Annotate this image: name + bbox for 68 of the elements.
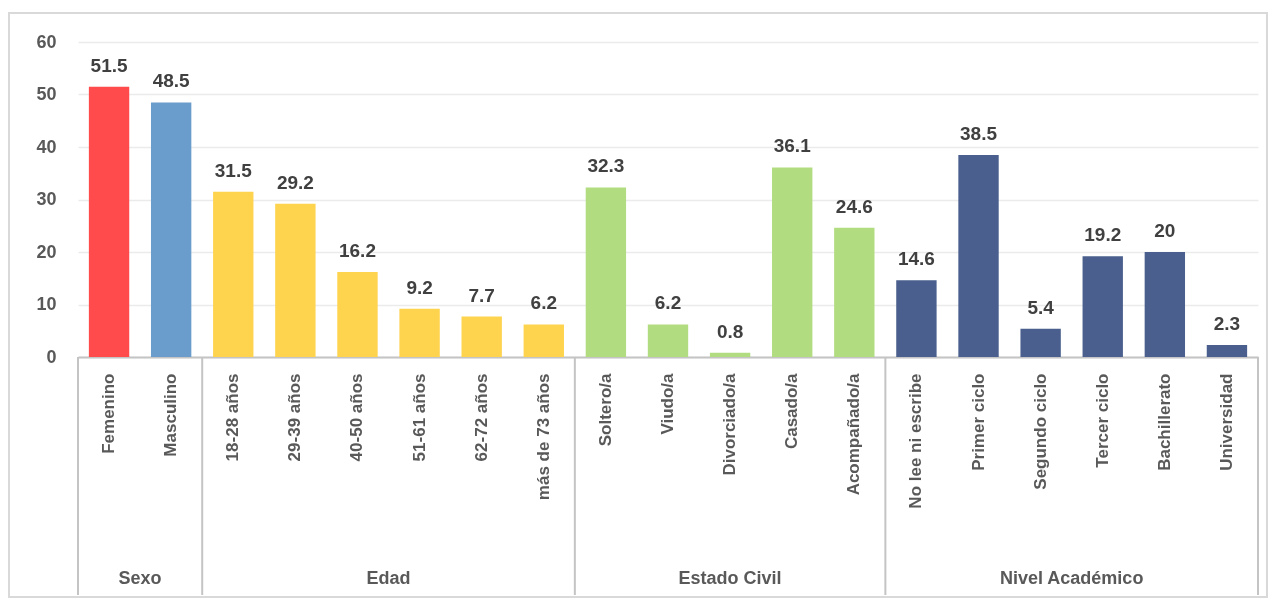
data-label: 38.5	[960, 122, 998, 144]
x-tick-label: 51-61 años	[409, 373, 429, 462]
data-label: 19.2	[1084, 224, 1122, 246]
y-tick-label: 10	[36, 294, 57, 314]
x-tick-label: Masculino	[161, 373, 181, 457]
data-label: 31.5	[214, 159, 253, 181]
data-label: 2.3	[1213, 312, 1241, 334]
data-label: 20	[1154, 220, 1176, 241]
bar	[585, 187, 627, 357]
text: Estado Civil	[678, 568, 782, 588]
x-tick-label: Acompañado/a	[844, 372, 864, 496]
x-tick-label: 29-39 años	[285, 373, 305, 462]
bar	[709, 352, 751, 357]
x-tick-label: Femenino	[99, 373, 119, 454]
y-tick-label: 50	[36, 84, 57, 104]
y-tick-label: 60	[36, 31, 57, 52]
data-label: 48.5	[152, 70, 191, 92]
x-tick-label: Tercer ciclo	[1092, 373, 1112, 468]
y-tick-label: 40	[36, 136, 57, 157]
y-tick-label: 20	[36, 241, 57, 262]
x-tick-label: 62-72 años	[471, 373, 491, 462]
data-label: 24.6	[835, 195, 873, 217]
data-label: 7.7	[468, 284, 495, 306]
x-tick-label: 40-50 años	[347, 373, 367, 462]
x-tick-label: Viudo/a	[658, 372, 677, 435]
data-label: 51.5	[90, 54, 128, 76]
data-label: 16.2	[338, 239, 376, 261]
y-tick-label: 30	[36, 189, 57, 209]
bar	[88, 86, 130, 357]
text: Nivel Académico	[999, 568, 1144, 588]
x-tick-label: No lee ni escribe	[906, 373, 926, 509]
bar	[647, 324, 689, 357]
text: Edad	[366, 568, 411, 588]
bar	[523, 324, 564, 357]
x-tick-label: Universidad	[1216, 373, 1236, 471]
bar	[772, 167, 813, 357]
x-tick-label: Segundo ciclo	[1030, 373, 1050, 490]
bar	[275, 203, 316, 357]
data-label: 29.2	[276, 171, 314, 193]
bar	[461, 316, 502, 357]
data-label: 32.3	[587, 155, 625, 177]
y-tick-label: 0	[46, 346, 57, 367]
data-label: 9.2	[406, 276, 433, 298]
bar	[213, 191, 254, 357]
data-label: 6.2	[530, 292, 557, 314]
data-label: 0.8	[716, 320, 744, 342]
x-tick-label: Primer ciclo	[968, 373, 988, 471]
bar	[834, 227, 875, 357]
bar	[337, 271, 378, 357]
x-tick-label: 18-28 años	[223, 373, 243, 462]
bar	[1020, 328, 1061, 357]
bar	[1206, 344, 1248, 357]
bar	[1144, 252, 1186, 357]
x-tick-label: Bachillerato	[1154, 373, 1174, 471]
bar	[1082, 256, 1123, 357]
data-label: 14.6	[897, 248, 935, 270]
x-tick-label: Divorciado/a	[720, 372, 740, 476]
bar	[958, 154, 999, 357]
x-tick-label: más de 73 años	[533, 373, 553, 501]
data-label: 36.1	[773, 135, 812, 157]
bar	[896, 280, 937, 357]
bar	[150, 102, 192, 357]
x-tick-label: Casado/a	[782, 372, 802, 450]
text: Sexo	[118, 568, 162, 588]
data-label: 5.4	[1027, 296, 1055, 318]
data-label: 6.2	[654, 292, 682, 314]
x-tick-label: Soltero/a	[595, 372, 615, 447]
bar	[399, 308, 440, 357]
